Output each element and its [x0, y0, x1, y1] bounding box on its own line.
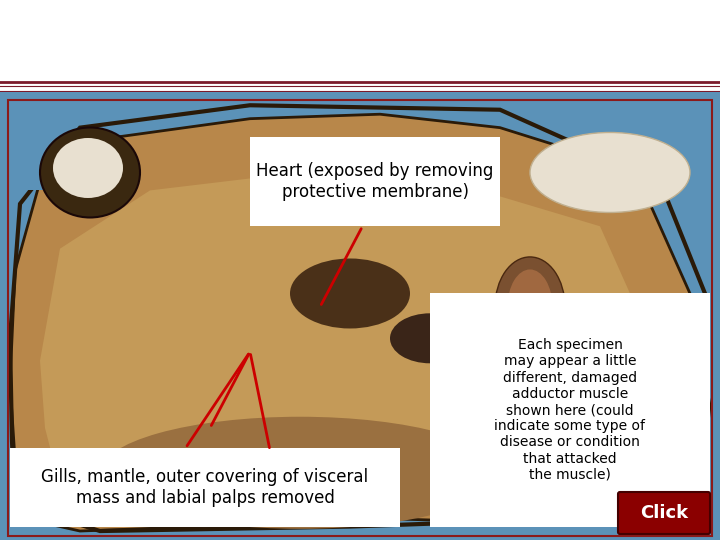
Ellipse shape	[508, 269, 552, 345]
Bar	[10, 448, 400, 526]
PathPatch shape	[10, 114, 710, 531]
Bar	[250, 137, 500, 226]
Wedge shape	[600, 79, 680, 186]
Text: Each specimen
may appear a little
different, damaged
adductor muscle
shown here : Each specimen may appear a little differ…	[495, 338, 646, 482]
Ellipse shape	[290, 259, 410, 328]
FancyBboxPatch shape	[618, 492, 710, 534]
Text: Heart (exposed by removing
protective membrane): Heart (exposed by removing protective me…	[256, 162, 494, 201]
Ellipse shape	[390, 313, 470, 363]
Text: Gills, mantle, outer covering of visceral
mass and labial palps removed: Gills, mantle, outer covering of viscera…	[42, 468, 369, 507]
Bar	[430, 294, 710, 526]
FancyBboxPatch shape	[8, 110, 63, 191]
PathPatch shape	[40, 172, 650, 504]
Ellipse shape	[53, 138, 123, 198]
Text: Identify the following: Identify the following	[16, 19, 521, 61]
Ellipse shape	[530, 132, 690, 212]
Ellipse shape	[40, 127, 140, 218]
Ellipse shape	[100, 417, 500, 529]
Ellipse shape	[495, 257, 565, 357]
Text: Click: Click	[640, 504, 688, 522]
